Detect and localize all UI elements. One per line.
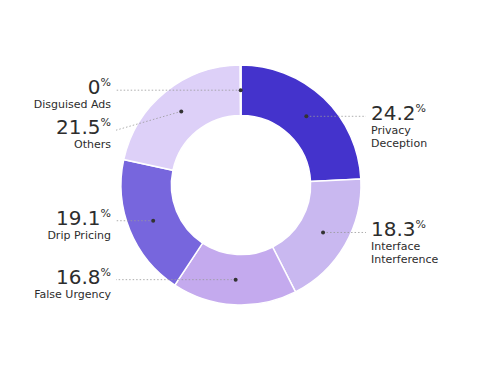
svg-text:0%: 0% [88,75,111,99]
svg-text:PrivacyDeception: PrivacyDeception [371,124,427,150]
svg-text:Others: Others [74,138,111,151]
svg-text:Drip Pricing: Drip Pricing [47,229,111,242]
svg-text:21.5%: 21.5% [56,115,111,139]
svg-text:18.3%: 18.3% [371,217,426,241]
svg-text:Disguised Ads: Disguised Ads [34,98,112,111]
svg-text:24.2%: 24.2% [371,101,426,125]
svg-text:InterfaceInterference: InterfaceInterference [371,240,439,266]
svg-text:16.8%: 16.8% [56,265,111,289]
svg-text:19.1%: 19.1% [56,206,111,230]
svg-text:False Urgency: False Urgency [34,288,111,301]
